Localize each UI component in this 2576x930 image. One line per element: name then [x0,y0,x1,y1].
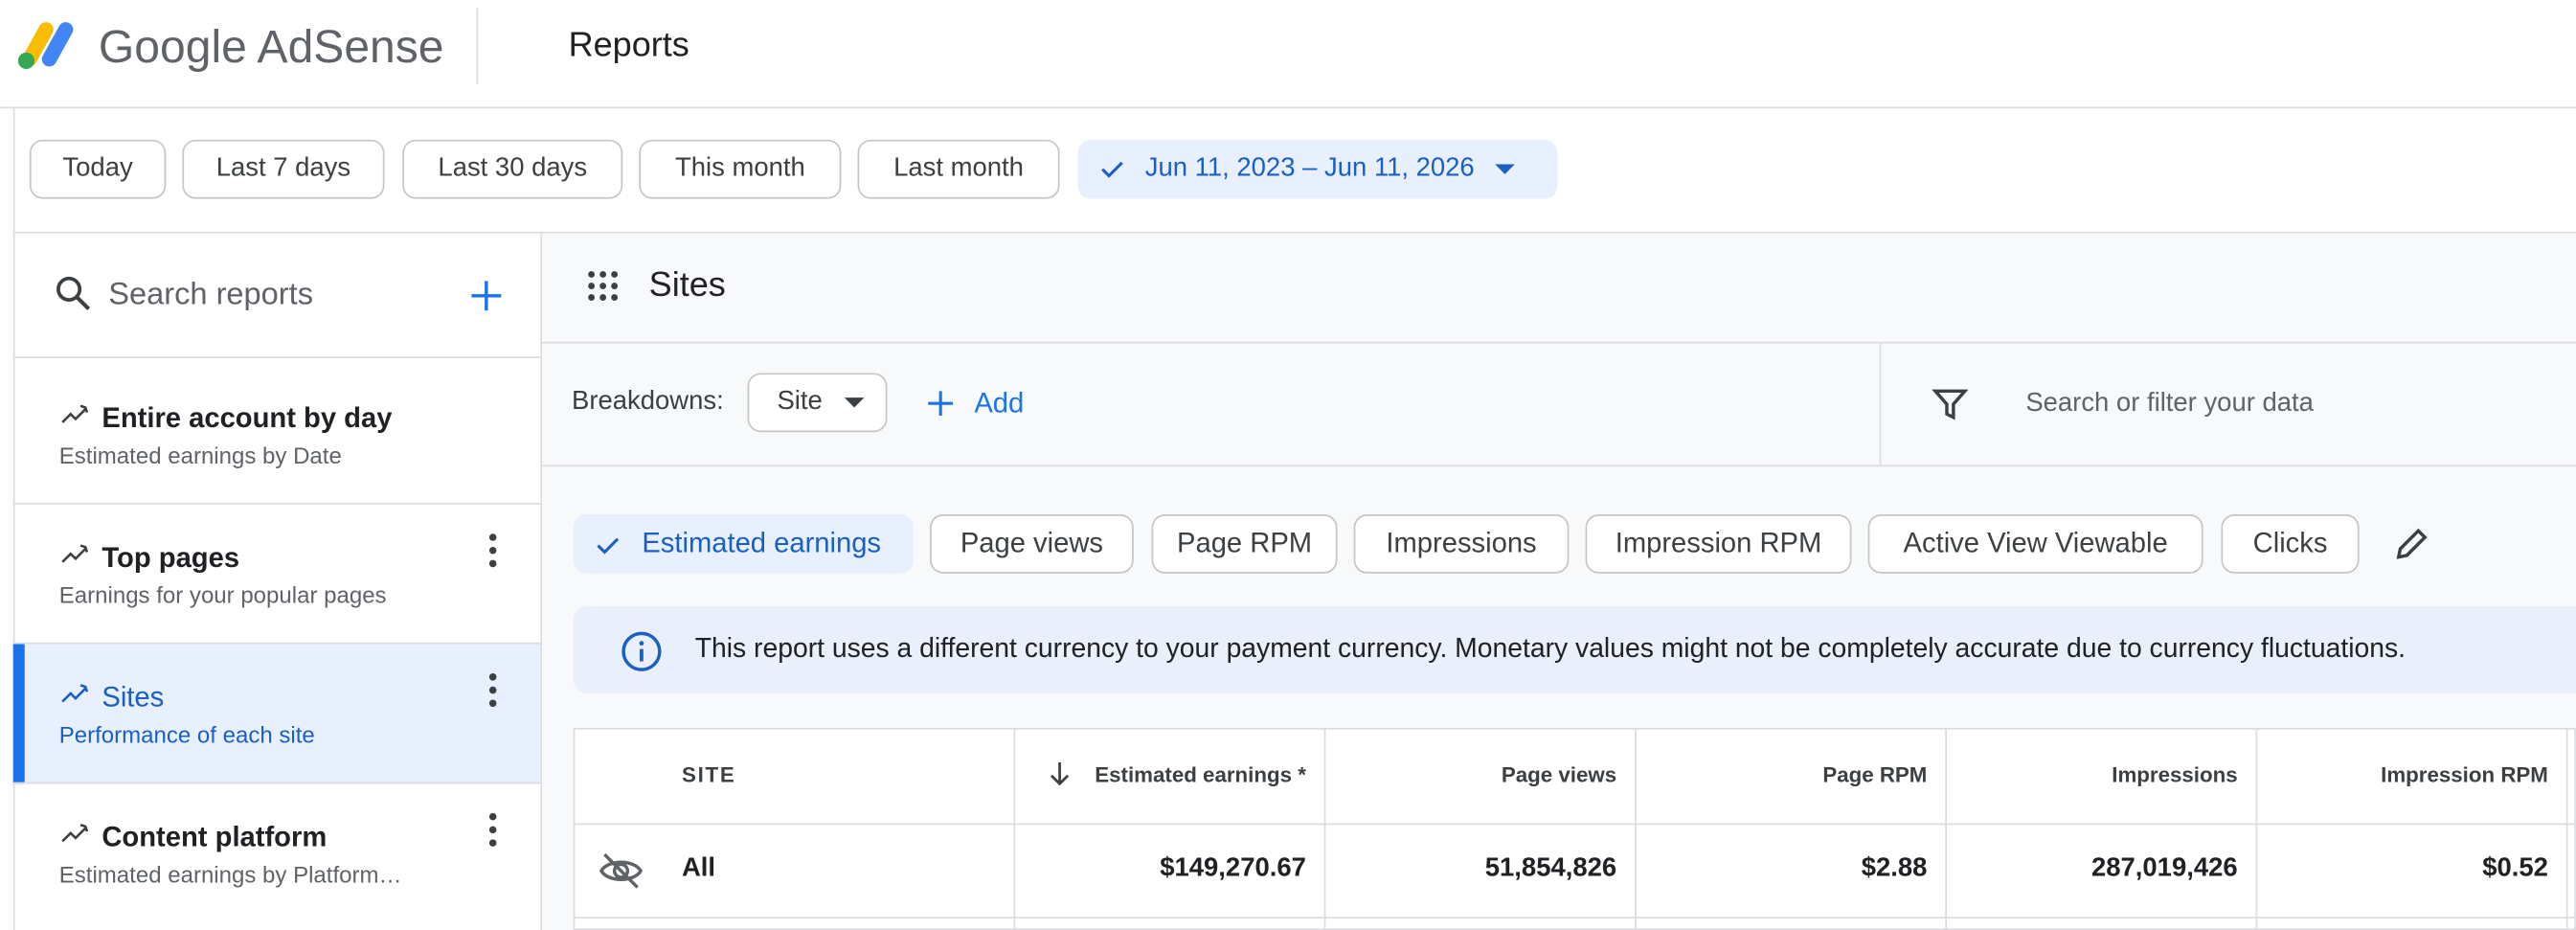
date-chip[interactable]: Last 30 days [402,139,623,199]
column-header[interactable]: SITE [681,762,736,787]
more-icon[interactable] [486,672,500,709]
table-cell: $149,270.67 [1160,854,1306,883]
report-title[interactable]: Top pages [102,542,240,574]
column-header[interactable]: Impression RPM [2381,762,2548,787]
report-title[interactable]: Content platform [102,821,328,853]
dropdown-icon [844,397,864,408]
filter-icon [1932,389,1969,420]
column-header[interactable]: Page views [1501,762,1617,787]
divider [12,642,541,645]
column-divider [2255,728,2258,930]
logo-icon [17,22,74,70]
date-chip[interactable]: Today [29,139,167,199]
edit-icon[interactable] [2392,524,2431,563]
check-icon [597,537,620,555]
report-icon [61,684,89,703]
column-header[interactable]: Page RPM [1822,762,1928,787]
dropdown-icon [1496,164,1516,174]
filter-search[interactable]: Search or filter your data [2025,389,2314,418]
metric-chip[interactable]: Estimated earnings [573,513,914,574]
report-subtitle: Earnings for your popular pages [58,581,387,608]
column-divider [1635,728,1637,930]
add-icon [928,391,954,417]
date-chip[interactable]: Last month [857,139,1060,199]
report-icon [61,544,89,563]
report-icon [61,824,89,843]
column-divider [1013,728,1016,930]
table-cell: $0.52 [2482,854,2548,883]
data-table [573,728,2576,930]
report-title: Sites [648,265,726,305]
column-header[interactable]: Estimated earnings * [1095,762,1306,787]
metric-chip[interactable]: Active View Viewable [1867,513,2203,574]
date-chip[interactable]: This month [639,139,842,199]
report-title[interactable]: Sites [102,681,165,714]
date-chip[interactable]: Last 7 days [182,139,385,199]
search-reports[interactable]: Search reports [108,277,314,312]
report-subtitle: Performance of each site [58,721,315,748]
report-title[interactable]: Entire account by day [102,402,393,434]
metric-chip[interactable]: Clicks [2221,513,2360,574]
column-divider [2565,728,2568,930]
more-icon[interactable] [486,812,500,849]
divider [12,502,541,505]
apps-icon [588,271,619,301]
check-icon [1101,161,1123,178]
column-divider [1945,728,1947,930]
sort-icon [1051,762,1070,786]
table-cell: 51,854,826 [1484,854,1617,883]
report-subtitle: Estimated earnings by Date [58,442,342,468]
date-range-chip[interactable]: Jun 11, 2023 – Jun 11, 2026 [1077,139,1558,199]
metric-chip[interactable]: Impression RPM [1585,513,1852,574]
selected-indicator [12,644,25,784]
notice-text: This report uses a different currency to… [694,634,2407,665]
info-icon [621,631,662,671]
breakdown: Site [777,387,823,417]
logo-text: Google AdSense [98,21,444,73]
date-range: Jun 11, 2023 – Jun 11, 2026 [1144,154,1475,183]
page-title: Reports [568,26,689,64]
more-icon[interactable] [486,533,500,569]
table-cell: All [681,854,716,883]
notice-box [573,606,2576,693]
add-breakdown[interactable]: Add [974,387,1025,420]
search-icon [56,276,91,310]
metric-chip[interactable]: Impressions [1353,513,1570,574]
table-cell: 287,019,426 [2090,854,2238,883]
report-subtitle: Estimated earnings by Platform… [58,860,402,888]
column-header[interactable]: Impressions [2112,762,2238,787]
add-report-icon[interactable] [468,278,505,314]
breakdown-chip[interactable]: Site [747,373,888,433]
metric-chip[interactable]: Page views [930,513,1134,574]
hide-icon[interactable] [598,850,644,893]
column-divider [1323,728,1326,930]
divider [12,782,541,784]
metric-chip[interactable]: Page RPM [1151,513,1338,574]
table-cell: $2.88 [1861,854,1928,883]
breakdowns-label: Breakdowns: [572,387,724,417]
selected-report-bg [14,644,541,784]
report-icon [61,404,89,423]
